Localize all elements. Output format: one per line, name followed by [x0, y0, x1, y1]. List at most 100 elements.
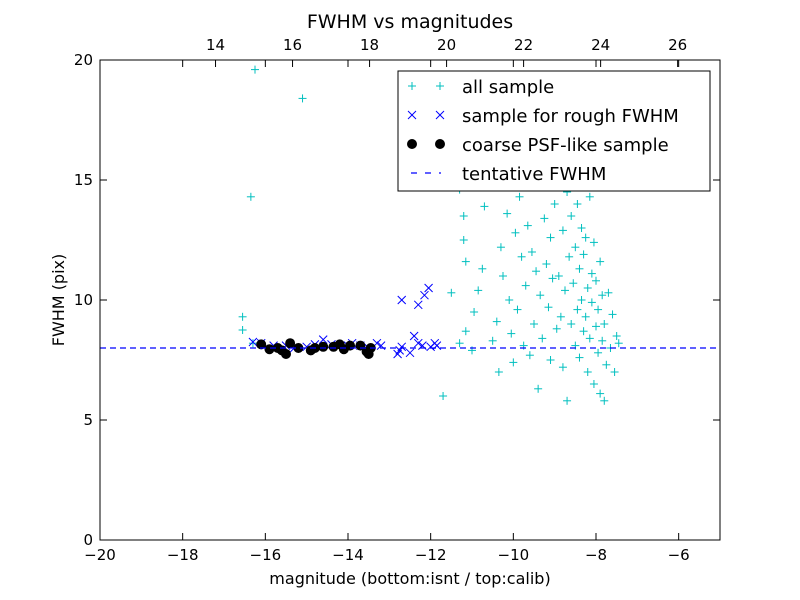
legend-marker-right	[436, 82, 444, 90]
all-sample-point	[561, 286, 569, 295]
legend-marker-psf-like	[407, 139, 445, 149]
all-sample-point	[532, 267, 541, 276]
all-sample-point	[583, 368, 592, 376]
top-x-tick-label: 24	[591, 36, 610, 54]
all-sample-point	[521, 281, 530, 290]
all-sample-point	[511, 228, 520, 237]
all-sample-point	[596, 257, 605, 266]
all-sample-point	[589, 380, 598, 388]
all-sample-point	[455, 339, 464, 348]
rough-fwhm-point	[424, 283, 433, 293]
cross-b	[376, 341, 386, 350]
all-sample-point	[459, 212, 468, 220]
all-sample-point	[556, 312, 565, 321]
cross-b	[420, 290, 429, 300]
chart-title: FWHM vs magnitudes	[307, 11, 513, 33]
y-axis-label: FWHM (pix)	[49, 254, 68, 347]
top-x-tick-label: 20	[437, 36, 456, 54]
all-sample-point	[461, 257, 470, 266]
all-sample-point	[598, 336, 607, 345]
legend-marker-right	[435, 110, 445, 120]
all-sample-point	[571, 243, 580, 252]
all-sample-point	[563, 396, 572, 405]
dot	[407, 139, 417, 149]
cross-b	[405, 348, 415, 358]
all-sample-point	[573, 305, 582, 314]
top-x-tick-label: 16	[283, 36, 302, 54]
legend-marker-all-sample	[408, 82, 444, 90]
all-sample-point	[550, 200, 559, 208]
all-sample-point	[598, 291, 607, 300]
y-tick-label: 5	[83, 411, 93, 429]
all-sample-point	[523, 221, 532, 230]
all-sample-point	[594, 305, 603, 314]
all-sample-point	[548, 274, 557, 283]
dot	[345, 340, 356, 351]
all-sample-point	[540, 214, 549, 223]
top-x-tick-label: 22	[514, 36, 533, 54]
cross-b	[418, 341, 427, 350]
all-sample-point	[238, 326, 247, 334]
rough-fwhm-point	[405, 348, 415, 358]
top-x-tick-label: 14	[206, 36, 225, 54]
all-sample-point	[513, 305, 522, 314]
dot	[435, 139, 445, 149]
x-tick-label: −12	[415, 546, 447, 564]
rough-fwhm-point	[413, 300, 423, 310]
rough-fwhm-point	[318, 335, 328, 344]
cross-b	[435, 110, 445, 120]
all-sample-point	[567, 212, 576, 220]
all-sample-point	[546, 356, 555, 364]
top-x-tick-label: 26	[668, 36, 687, 54]
all-sample-point	[579, 250, 588, 259]
all-sample-point	[581, 233, 590, 242]
all-sample-point	[439, 392, 448, 400]
legend-marker-rough-fwhm	[407, 110, 445, 120]
legend-label-rough-fwhm: sample for rough FWHM	[462, 106, 679, 127]
all-sample-point	[602, 360, 611, 369]
x-tick-label: −16	[250, 546, 282, 564]
all-sample-point	[581, 312, 590, 321]
legend-marker-left	[407, 139, 417, 149]
all-sample-point	[552, 324, 561, 333]
x-tick-label: −18	[167, 546, 199, 564]
cross-b	[397, 295, 407, 305]
all-sample-point	[505, 296, 514, 304]
axis-ticks: −20 −18 −16 −14 −12 −10 −8 −6 0 5 10 15 20 14 16 18 20 22…	[74, 36, 720, 564]
rough-fwhm-point	[248, 337, 258, 347]
y-tick-label: 10	[74, 291, 93, 309]
x-axis-label: magnitude (bottom:isnt / top:calib)	[269, 569, 550, 588]
all-sample-point	[530, 320, 538, 328]
x-tick-label: −8	[585, 546, 607, 564]
all-sample-point	[503, 209, 512, 218]
all-sample-point	[612, 332, 621, 340]
all-sample-point	[459, 236, 468, 244]
dot	[285, 338, 296, 349]
dot	[318, 341, 329, 352]
all-sample-point	[583, 284, 592, 292]
legend-markers	[407, 82, 445, 174]
all-sample-point	[600, 396, 609, 405]
all-sample-point	[567, 320, 576, 328]
rough-fwhm-point	[397, 295, 407, 305]
cross-b	[409, 331, 419, 341]
all-sample-point	[298, 94, 307, 103]
all-sample-point	[509, 358, 518, 367]
top-x-tick-label: 18	[360, 36, 379, 54]
all-sample-point	[565, 252, 574, 261]
dot	[256, 339, 267, 350]
y-tick-label: 20	[74, 51, 93, 69]
all-sample-point	[589, 238, 598, 247]
cross-b	[407, 110, 417, 120]
all-sample-point	[478, 264, 487, 273]
all-sample-point	[496, 243, 505, 252]
all-sample-point	[587, 269, 596, 278]
all-sample-point	[525, 351, 534, 360]
all-sample-point	[494, 368, 503, 376]
dot	[264, 344, 275, 355]
all-sample-point	[474, 286, 483, 295]
all-sample-point	[480, 202, 489, 211]
all-sample-point	[610, 368, 619, 376]
all-sample-point	[492, 317, 501, 326]
